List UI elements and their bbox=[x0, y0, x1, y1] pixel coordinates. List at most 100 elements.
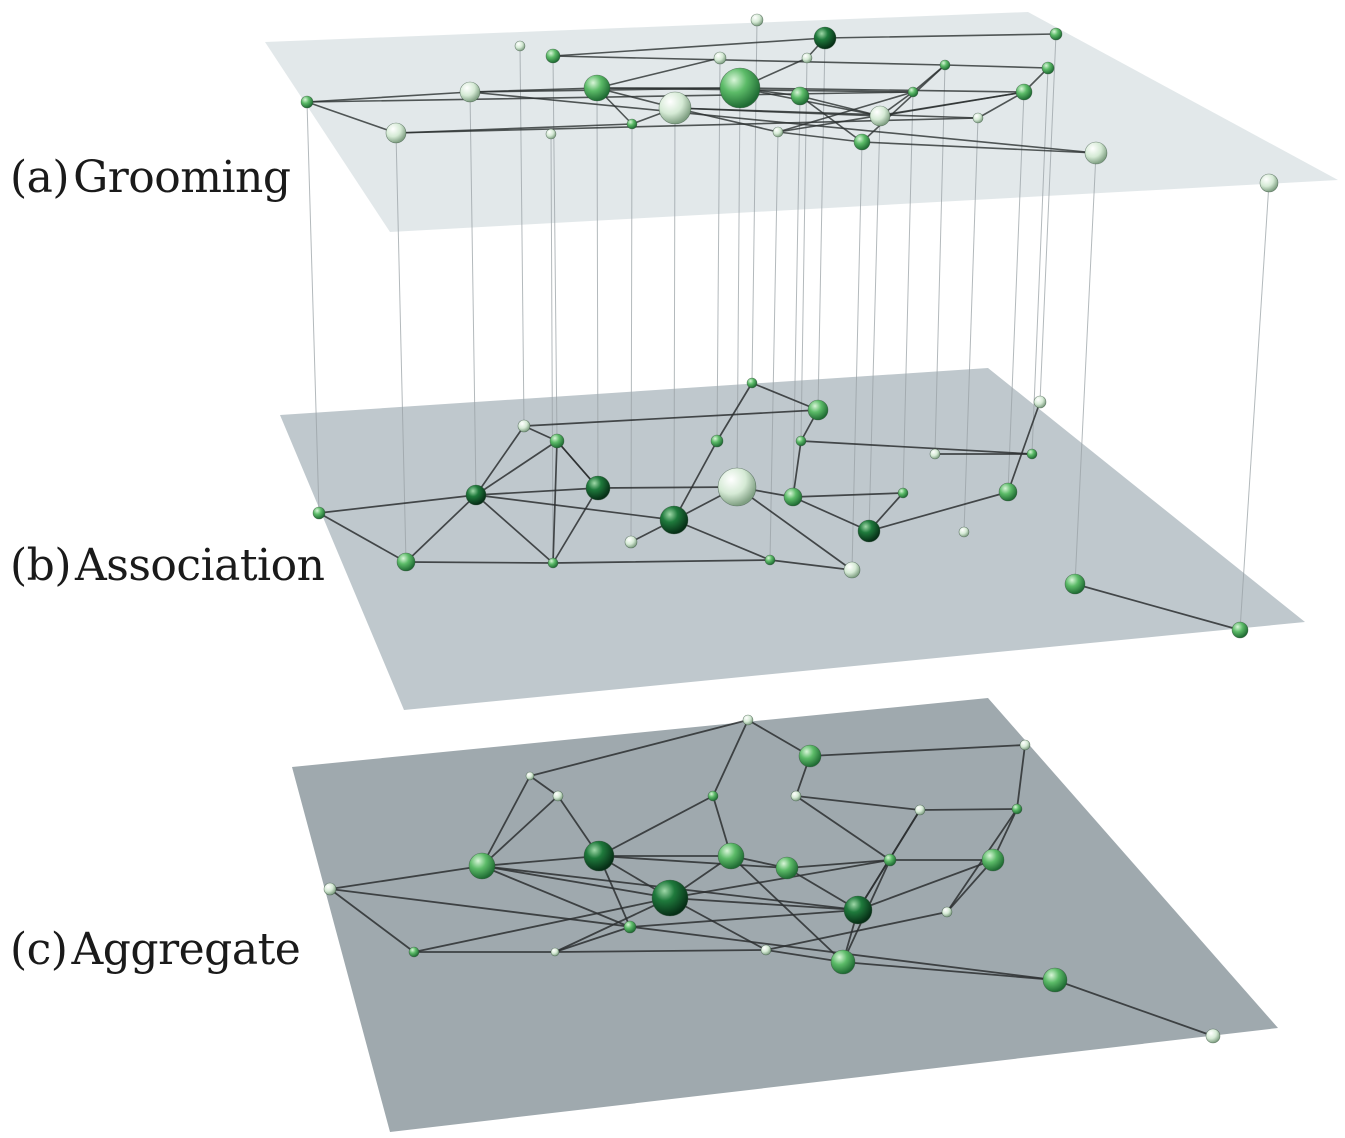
network-edge bbox=[597, 486, 738, 489]
network-node bbox=[550, 947, 560, 957]
network-node bbox=[1019, 739, 1031, 751]
network-edge bbox=[329, 888, 1056, 981]
network-edge bbox=[795, 795, 891, 861]
network-edge bbox=[673, 519, 771, 561]
inter-layer-connector bbox=[673, 107, 676, 521]
network-edge bbox=[475, 487, 599, 496]
inter-layer-connector bbox=[736, 87, 741, 488]
network-node bbox=[465, 484, 487, 506]
network-node bbox=[517, 419, 531, 433]
network-edge bbox=[739, 87, 1025, 93]
network-node bbox=[1084, 141, 1108, 165]
inter-layer-connector bbox=[550, 133, 554, 564]
network-edge bbox=[306, 91, 471, 103]
network-node bbox=[813, 26, 837, 50]
network-node bbox=[713, 51, 727, 65]
network-edge bbox=[716, 382, 753, 442]
layer-tag: (c) bbox=[10, 924, 68, 975]
network-edge bbox=[747, 719, 811, 757]
network-edge bbox=[792, 492, 904, 498]
network-edge bbox=[944, 64, 1049, 69]
network-edge bbox=[329, 865, 483, 890]
network-edge bbox=[481, 865, 671, 899]
network-edge bbox=[554, 897, 671, 953]
network-edge bbox=[799, 95, 863, 143]
network-edge bbox=[1074, 583, 1241, 631]
network-edge bbox=[629, 909, 859, 928]
network-node bbox=[798, 744, 822, 768]
network-node bbox=[658, 91, 692, 125]
network-node bbox=[790, 790, 802, 802]
inter-layer-connector bbox=[630, 123, 633, 543]
network-edge bbox=[674, 107, 979, 119]
layer-label-association: (b)Association bbox=[10, 540, 325, 591]
network-edge bbox=[977, 91, 1025, 119]
network-node bbox=[1033, 395, 1047, 409]
network-edge bbox=[552, 37, 826, 57]
network-edge bbox=[673, 440, 718, 521]
network-edge bbox=[765, 949, 844, 963]
network-edge bbox=[1054, 979, 1214, 1037]
inter-layer-connector bbox=[934, 64, 946, 455]
network-edge bbox=[318, 512, 407, 563]
network-edge bbox=[405, 494, 477, 563]
network-node bbox=[764, 554, 776, 566]
network-node bbox=[843, 561, 861, 579]
network-edge bbox=[306, 91, 914, 103]
network-node bbox=[1049, 27, 1063, 41]
network-node bbox=[907, 86, 919, 98]
network-edge bbox=[736, 486, 853, 571]
inter-layer-connector bbox=[1007, 91, 1025, 493]
network-edge bbox=[799, 95, 881, 117]
network-node bbox=[408, 946, 420, 958]
network-edge bbox=[554, 926, 631, 953]
network-node bbox=[750, 13, 764, 27]
network-edge bbox=[861, 64, 946, 143]
network-node bbox=[883, 853, 897, 867]
network-edge bbox=[792, 496, 870, 532]
network-node bbox=[710, 434, 724, 448]
network-edge bbox=[552, 559, 771, 564]
network-node bbox=[1011, 803, 1023, 815]
network-node bbox=[941, 906, 953, 918]
inter-layer-connectors bbox=[306, 19, 1270, 631]
layer-name: Association bbox=[75, 540, 325, 591]
network-node bbox=[549, 433, 565, 449]
network-node bbox=[742, 714, 754, 726]
network-node bbox=[624, 535, 638, 549]
network-node bbox=[929, 448, 941, 460]
network-node bbox=[545, 128, 557, 140]
inter-layer-connector bbox=[306, 101, 320, 514]
inter-layer-connector bbox=[1039, 33, 1057, 403]
network-node bbox=[1064, 573, 1086, 595]
network-edge bbox=[777, 91, 1025, 133]
network-edge bbox=[861, 141, 1097, 154]
network-node bbox=[717, 842, 745, 870]
inter-layer-connector bbox=[552, 55, 558, 442]
network-edge bbox=[529, 775, 559, 797]
network-node bbox=[300, 95, 314, 109]
network-edge bbox=[552, 487, 599, 564]
network-node bbox=[972, 112, 984, 124]
network-node bbox=[468, 852, 496, 880]
network-edge bbox=[739, 87, 881, 117]
network-node bbox=[1259, 173, 1279, 193]
inter-layer-connector bbox=[851, 141, 863, 571]
network-node bbox=[583, 840, 615, 872]
network-edge bbox=[552, 55, 946, 66]
network-edge bbox=[919, 808, 1018, 811]
network-edge bbox=[824, 33, 1057, 39]
network-edge bbox=[842, 961, 1056, 981]
network-node bbox=[958, 526, 970, 538]
network-node bbox=[801, 52, 813, 64]
network-edge bbox=[598, 795, 714, 857]
network-edge bbox=[792, 440, 802, 498]
network-edge bbox=[413, 897, 671, 953]
network-node bbox=[807, 399, 829, 421]
network-edge bbox=[405, 561, 554, 564]
network-edge bbox=[552, 440, 558, 564]
network-edge bbox=[769, 559, 853, 571]
inter-layer-connector bbox=[1074, 152, 1097, 585]
network-node bbox=[1231, 621, 1249, 639]
network-edge bbox=[475, 494, 675, 521]
